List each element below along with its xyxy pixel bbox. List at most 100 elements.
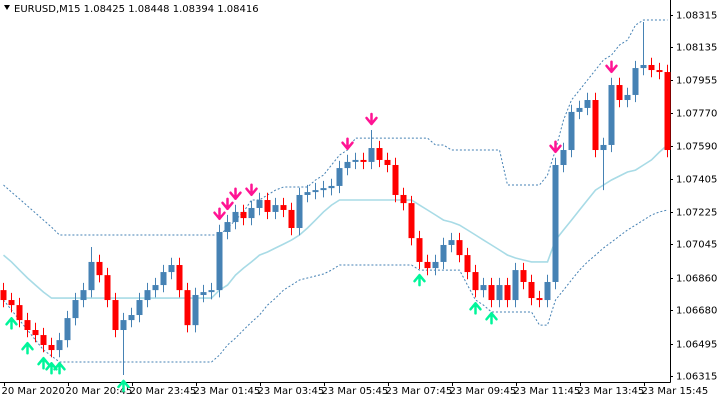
candle-body xyxy=(504,285,511,301)
candle-body xyxy=(384,159,391,166)
candle-body xyxy=(216,231,223,291)
candle-body xyxy=(584,100,591,108)
candle-body xyxy=(632,68,639,95)
x-tick-label: 23 Mar 07:45 xyxy=(386,386,453,397)
candle-body xyxy=(0,290,7,301)
sell-arrow xyxy=(549,140,562,154)
candle-body xyxy=(528,281,535,299)
y-tick-label: 1.08135 xyxy=(676,43,717,54)
candle-body xyxy=(296,194,303,229)
sell-arrow xyxy=(341,137,354,150)
candle-body xyxy=(416,238,423,262)
candle-body xyxy=(560,150,567,166)
candle-body xyxy=(328,185,335,189)
candle-body xyxy=(312,190,319,193)
buy-arrow xyxy=(413,273,426,287)
candle-body xyxy=(512,270,519,301)
candle-body xyxy=(320,188,327,191)
x-tick-label: 23 Mar 09:45 xyxy=(450,386,517,397)
candle-body xyxy=(480,285,487,291)
candle-body xyxy=(648,64,655,71)
y-tick-label: 1.06495 xyxy=(676,340,717,351)
candle-body xyxy=(392,165,399,195)
chart-title: EURUSD,M15 1.08425 1.08448 1.08394 1.084… xyxy=(14,4,259,15)
candle-body xyxy=(496,285,503,301)
candle-body xyxy=(288,209,295,229)
candle-body xyxy=(152,285,159,291)
buy-arrow xyxy=(21,341,34,355)
candle-body xyxy=(136,300,143,316)
candle-body xyxy=(16,305,23,321)
candle-body xyxy=(344,161,351,169)
candle-body xyxy=(456,240,463,256)
x-tick-label: 23 Mar 11:45 xyxy=(514,386,581,397)
candle-body xyxy=(304,192,311,195)
candle-body xyxy=(352,159,359,162)
x-tick-label: 23 Mar 01:45 xyxy=(194,386,261,397)
candle-body xyxy=(160,272,167,286)
candle-body xyxy=(336,168,343,186)
candle-body xyxy=(400,194,407,204)
candle-body xyxy=(72,300,79,319)
candle-body xyxy=(40,335,47,345)
candle-body xyxy=(264,200,271,212)
x-tick-label: 23 Mar 05:45 xyxy=(322,386,389,397)
candle-body xyxy=(624,94,631,101)
candle-body xyxy=(488,285,495,301)
sell-arrow xyxy=(229,187,242,200)
candle-body xyxy=(224,222,231,232)
buy-arrow xyxy=(117,379,130,393)
y-tick-label: 1.06680 xyxy=(676,306,717,317)
candle-body xyxy=(176,265,183,291)
candle-body xyxy=(248,207,255,219)
x-tick-label: 20 Mar 2020 xyxy=(2,386,65,397)
x-tick-label: 20 Mar 23:45 xyxy=(130,386,197,397)
candle-body xyxy=(640,64,647,69)
buy-arrow xyxy=(485,312,498,325)
candle-body xyxy=(664,72,671,151)
title-icon xyxy=(4,5,10,10)
candle-body xyxy=(536,298,543,301)
candle-body xyxy=(208,290,215,293)
candle-body xyxy=(608,85,615,145)
sell-arrow xyxy=(365,112,378,126)
sell-arrow xyxy=(221,197,234,211)
candle-body xyxy=(8,300,15,306)
candle-body xyxy=(112,300,119,331)
candle-body xyxy=(520,270,527,282)
candle-body xyxy=(552,165,559,282)
candle-body xyxy=(280,205,287,210)
x-tick-label: 23 Mar 15:45 xyxy=(642,386,709,397)
candle-body xyxy=(96,261,103,276)
y-tick-label: 1.06860 xyxy=(676,274,717,285)
x-tick-label: 23 Mar 03:45 xyxy=(258,386,325,397)
candle-body xyxy=(656,70,663,73)
candle-body xyxy=(568,111,575,151)
candle-body xyxy=(104,275,111,301)
candle-body xyxy=(544,281,551,301)
y-tick-label: 1.07770 xyxy=(676,109,717,120)
buy-arrow xyxy=(37,356,50,370)
candle-body xyxy=(256,200,263,208)
candle-body xyxy=(240,211,247,219)
candle-body xyxy=(80,290,87,301)
candle-body xyxy=(360,159,367,162)
y-tick-label: 1.08315 xyxy=(676,11,717,22)
candle-body xyxy=(616,85,623,101)
candle-body xyxy=(600,144,607,151)
candle-body xyxy=(424,261,431,269)
candle-body xyxy=(56,340,63,351)
buy-arrow xyxy=(469,302,482,315)
candle-body xyxy=(32,330,39,336)
y-tick-label: 1.06315 xyxy=(676,372,717,383)
sell-arrow xyxy=(213,207,226,221)
sell-arrow xyxy=(245,183,258,196)
candle-body xyxy=(64,318,71,341)
candle-body xyxy=(184,290,191,326)
channel-upper xyxy=(3,19,668,236)
candle-body xyxy=(440,244,447,262)
candle-body xyxy=(128,315,135,321)
candle-body xyxy=(192,294,199,326)
candle-body xyxy=(120,320,127,331)
